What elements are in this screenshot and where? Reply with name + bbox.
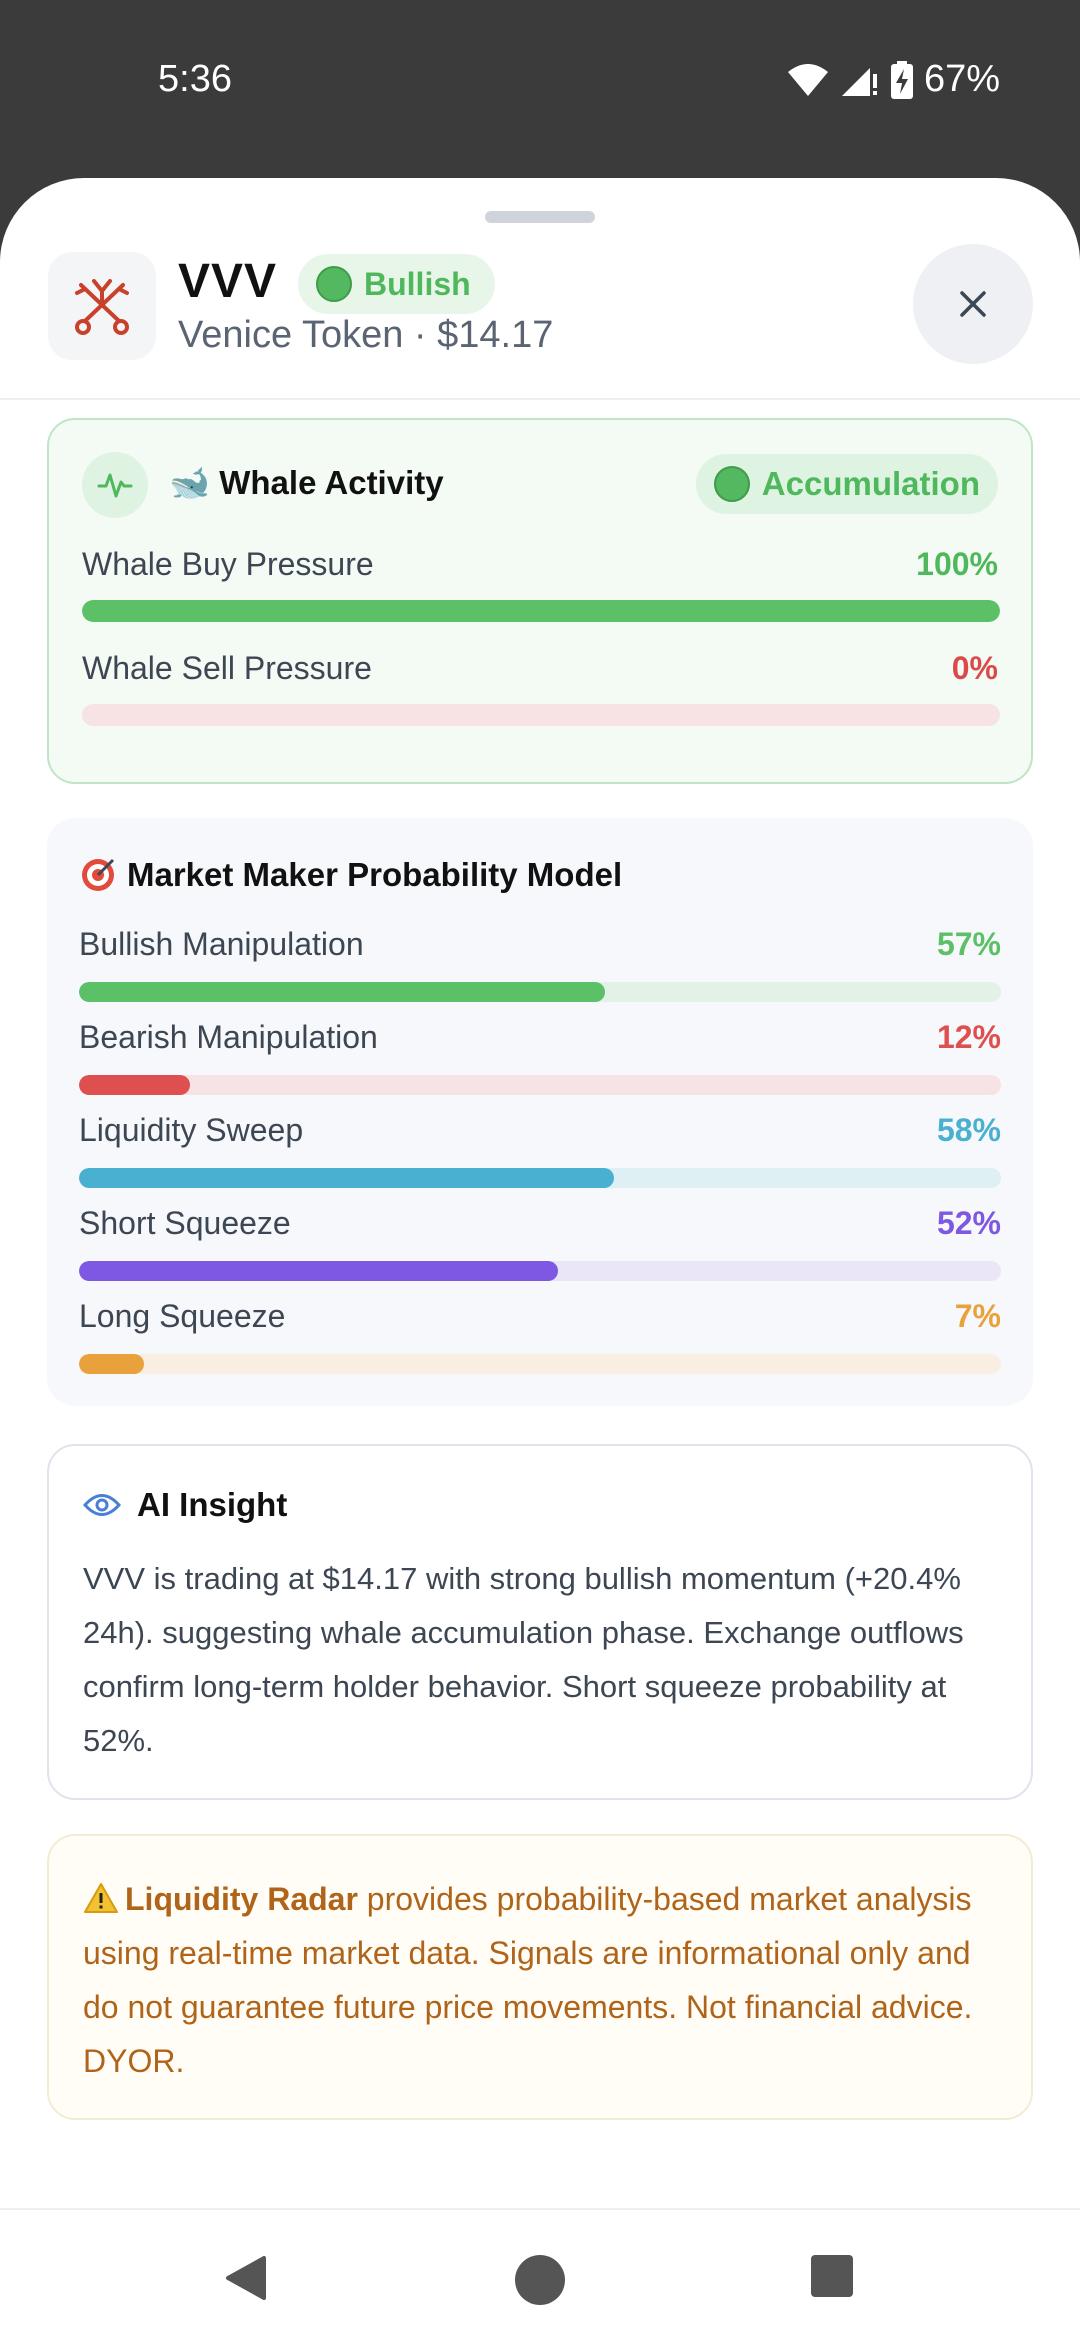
ai-insight-text: VVV is trading at $14.17 with strong bul…: [83, 1561, 964, 1758]
market-maker-model-title: Market Maker Probability Model: [79, 856, 622, 894]
mm-row-bar-fill: [79, 1168, 614, 1188]
status-bar: 5:36 67%: [0, 0, 1080, 170]
mm-row-bar-fill: [79, 1075, 190, 1095]
green-circle-icon: [316, 266, 352, 302]
token-name-price: Venice Token · $14.17: [178, 314, 554, 356]
whale-activity-card: 🐋 Whale Activity Accumulation Whale Buy …: [47, 418, 1033, 784]
warning-icon: [84, 1883, 118, 1913]
mm-row-value: 12%: [936, 1019, 1001, 1055]
wifi-icon: [787, 63, 828, 96]
signal-icon: [841, 67, 877, 96]
mm-row-bearish-manipulation: Bearish Manipulation 12%: [79, 1019, 1001, 1099]
battery-charging-icon: [890, 60, 913, 99]
token-logo: [48, 252, 156, 360]
mm-row-label: Bullish Manipulation: [79, 926, 364, 962]
nav-recents-button[interactable]: [810, 2254, 854, 2298]
mm-row-bar: [79, 1261, 1001, 1281]
accumulation-badge: Accumulation: [695, 454, 998, 514]
mm-row-long-squeeze: Long Squeeze 7%: [79, 1298, 1001, 1378]
mm-row-bar: [79, 1075, 1001, 1095]
mm-row-bar: [79, 1168, 1001, 1188]
battery-percent: 67%: [923, 58, 1000, 100]
system-nav-bar: [0, 2208, 1080, 2340]
sheet-header: VVV Bullish Venice Token · $14.17: [0, 178, 1080, 400]
mm-row-bar: [79, 1354, 1001, 1374]
mm-row-bullish-manipulation: Bullish Manipulation 57%: [79, 926, 1001, 1006]
mm-title-text: Market Maker Probability Model: [127, 856, 623, 893]
activity-pulse-icon: [82, 452, 148, 518]
mm-row-value: 57%: [936, 926, 1001, 962]
disclaimer-card: Liquidity Radar provides probability-bas…: [47, 1834, 1033, 2120]
eye-icon: [83, 1494, 121, 1516]
token-symbol: VVV: [178, 255, 278, 308]
token-detail-sheet: VVV Bullish Venice Token · $14.17 🐋 Whal…: [0, 178, 1080, 2208]
ai-insight-title-text: AI Insight: [137, 1486, 288, 1523]
mm-row-label: Bearish Manipulation: [79, 1019, 378, 1055]
accumulation-label: Accumulation: [761, 465, 980, 502]
mm-row-value: 7%: [954, 1298, 1001, 1334]
sentiment-badge: Bullish: [298, 254, 495, 314]
disclaimer-brand: Liquidity Radar: [125, 1881, 358, 1917]
green-circle-icon: [713, 466, 750, 502]
mm-row-short-squeeze: Short Squeeze 52%: [79, 1205, 1001, 1285]
mm-row-bar-fill: [79, 1354, 144, 1374]
nav-home-button[interactable]: [514, 2254, 566, 2306]
status-time: 5:36: [158, 58, 232, 100]
disclaimer-body: provides probability-based market analys…: [83, 1881, 973, 2079]
close-button[interactable]: [913, 244, 1033, 364]
sheet-drag-handle[interactable]: [485, 211, 595, 223]
whale-sell-label: Whale Sell Pressure: [82, 650, 372, 686]
mm-row-value: 52%: [936, 1205, 1001, 1241]
venice-keys-icon: [75, 279, 129, 335]
home-circle-icon: [515, 2255, 565, 2305]
whale-buy-label: Whale Buy Pressure: [82, 546, 374, 582]
ai-insight-title: AI Insight: [83, 1486, 287, 1524]
recents-square-icon: [811, 2255, 853, 2297]
whale-sell-bar: [82, 704, 1000, 726]
mm-row-bar-fill: [79, 982, 605, 1002]
status-icons: 67%: [786, 58, 1000, 101]
ai-insight-card: AI Insight VVV is trading at $14.17 with…: [47, 1444, 1033, 1800]
sentiment-label: Bullish: [364, 265, 471, 302]
back-triangle-icon: [226, 2256, 266, 2300]
mm-row-label: Liquidity Sweep: [79, 1112, 304, 1148]
whale-activity-title: 🐋 Whale Activity: [169, 464, 444, 501]
nav-back-button[interactable]: [222, 2254, 268, 2302]
whale-buy-bar-fill: [82, 600, 1000, 622]
mm-row-label: Long Squeeze: [79, 1298, 286, 1334]
market-maker-model-card: Market Maker Probability Model Bullish M…: [47, 818, 1033, 1406]
whale-buy-value: 100%: [916, 546, 998, 582]
disclaimer-text: Liquidity Radar provides probability-bas…: [83, 1872, 1013, 2088]
mm-row-bar-fill: [79, 1261, 559, 1281]
mm-row-label: Short Squeeze: [79, 1205, 291, 1241]
whale-buy-bar: [82, 600, 1000, 622]
close-icon: [960, 291, 986, 317]
whale-sell-value: 0%: [951, 650, 998, 686]
mm-row-value: 58%: [936, 1112, 1001, 1148]
mm-row-liquidity-sweep: Liquidity Sweep 58%: [79, 1112, 1001, 1192]
target-icon: [82, 858, 115, 891]
mm-row-bar: [79, 982, 1001, 1002]
